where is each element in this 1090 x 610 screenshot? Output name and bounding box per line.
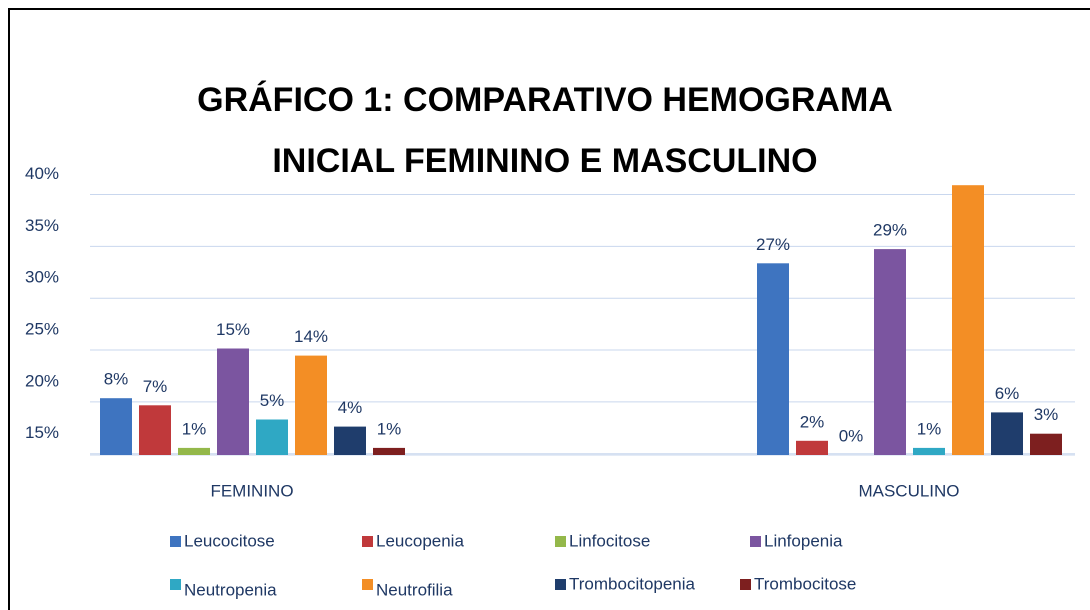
bar xyxy=(373,447,405,455)
y-tick-label: 30% xyxy=(25,268,59,287)
y-tick-label: 15% xyxy=(25,423,59,442)
legend-label: Linfocitose xyxy=(569,531,650,550)
bar xyxy=(991,412,1023,455)
bar xyxy=(874,249,906,455)
bar xyxy=(1030,433,1062,455)
legend-label: Neutropenia xyxy=(184,580,277,599)
bar xyxy=(952,185,984,455)
y-tick-label: 40% xyxy=(25,164,59,183)
bar xyxy=(796,440,828,455)
bar xyxy=(139,405,171,455)
data-label: 27% xyxy=(756,235,790,254)
bar xyxy=(100,398,132,455)
data-label: 7% xyxy=(143,377,168,396)
legend-swatch xyxy=(170,579,181,590)
bar xyxy=(757,263,789,455)
data-label: 6% xyxy=(995,384,1020,403)
data-label: 3% xyxy=(1034,405,1059,424)
data-label: 29% xyxy=(873,221,907,240)
data-label: 4% xyxy=(338,398,363,417)
data-label: 1% xyxy=(917,419,942,438)
legend-swatch xyxy=(740,579,751,590)
bar xyxy=(256,419,288,455)
data-label: 0% xyxy=(839,426,864,445)
data-label: 8% xyxy=(104,370,129,389)
legend-label: Leucocitose xyxy=(184,531,275,550)
bar xyxy=(913,447,945,455)
data-label: 1% xyxy=(377,419,402,438)
y-tick-label: 20% xyxy=(25,371,59,390)
bar xyxy=(217,348,249,455)
legend-label: Trombocitopenia xyxy=(569,574,696,593)
title-line: INICIAL FEMININO E MASCULINO xyxy=(272,142,817,180)
data-label: 14% xyxy=(294,327,328,346)
legend-swatch xyxy=(750,536,761,547)
bar xyxy=(178,447,210,455)
bar xyxy=(334,426,366,455)
legend-swatch xyxy=(555,536,566,547)
data-label: 2% xyxy=(800,412,825,431)
legend-label: Linfopenia xyxy=(764,531,843,550)
legend-swatch xyxy=(362,579,373,590)
legend-label: Leucopenia xyxy=(376,531,464,550)
legend-swatch xyxy=(555,579,566,590)
legend-swatch xyxy=(170,536,181,547)
bar xyxy=(295,355,327,455)
data-label: 5% xyxy=(260,391,285,410)
y-tick-label: 35% xyxy=(25,216,59,235)
legend-swatch xyxy=(362,536,373,547)
legend-label: Trombocitose xyxy=(754,574,856,593)
title-line: GRÁFICO 1: COMPARATIVO HEMOGRAMA xyxy=(197,81,893,119)
x-tick-label: FEMININO xyxy=(210,481,293,500)
legend-label: Neutrofilia xyxy=(376,580,453,599)
data-label: 1% xyxy=(182,419,207,438)
chart-title: GRÁFICO 1: COMPARATIVO HEMOGRAMA INICIAL … xyxy=(197,81,893,180)
y-tick-label: 25% xyxy=(25,320,59,339)
x-tick-label: MASCULINO xyxy=(858,481,959,500)
frame xyxy=(8,8,1090,610)
data-label: 15% xyxy=(216,320,250,339)
